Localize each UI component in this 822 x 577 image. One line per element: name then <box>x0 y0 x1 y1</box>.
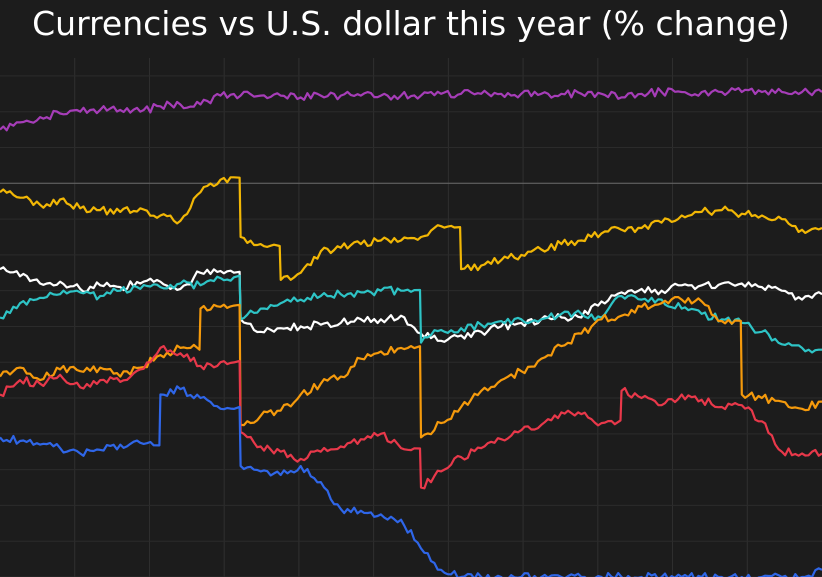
series-line-orange <box>0 296 822 439</box>
series-line-purple <box>0 87 822 132</box>
series-line-yellow <box>0 176 822 281</box>
series-line-cyan <box>0 274 822 354</box>
series-line-white <box>0 266 822 343</box>
chart-title: Currencies vs U.S. dollar this year (% c… <box>32 4 790 43</box>
series-layer <box>0 87 822 577</box>
series-line-blue <box>0 385 822 577</box>
grid-layer <box>0 58 822 577</box>
series-line-red <box>0 345 822 490</box>
